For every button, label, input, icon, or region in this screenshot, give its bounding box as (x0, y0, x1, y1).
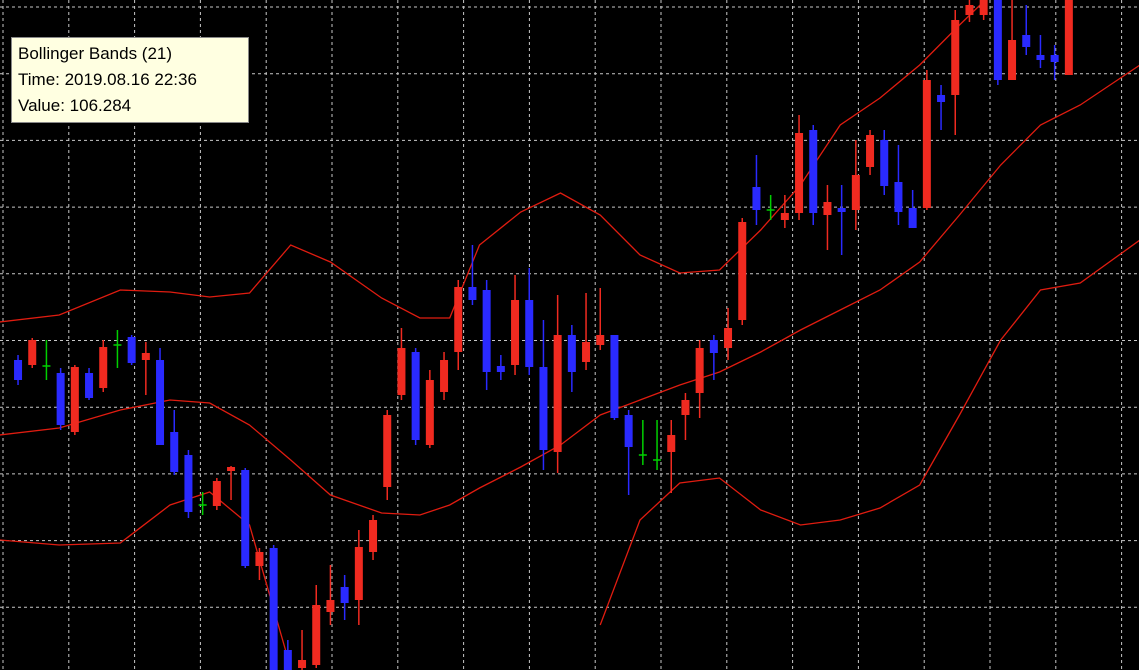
candle-body (227, 467, 236, 471)
candle-body (354, 547, 363, 600)
candle-body (468, 287, 477, 300)
candle-body (312, 605, 321, 665)
candle-body (454, 287, 463, 352)
tooltip-time: Time: 2019.08.16 22:36 (18, 70, 197, 89)
candle-body (823, 202, 832, 215)
candle-body (326, 600, 335, 612)
candle-body (70, 367, 79, 432)
bollinger-band (0, 0, 987, 323)
candle-body (979, 0, 988, 15)
tooltip-value: Value: 106.284 (18, 96, 132, 115)
candle-body (809, 130, 818, 213)
candle-body (283, 650, 292, 670)
candle-body (993, 0, 1002, 80)
candle-body (908, 208, 917, 228)
candle-body (1022, 35, 1031, 47)
candle-body (709, 340, 718, 353)
candle-body (610, 335, 619, 418)
candle-body (127, 337, 136, 363)
candle-body (340, 587, 349, 603)
candle-body (85, 373, 94, 398)
candle-body (156, 360, 165, 445)
candle-body (298, 660, 307, 668)
candle-body (866, 135, 875, 167)
candle-body (582, 342, 591, 362)
candle-body (269, 548, 278, 670)
bollinger-band (0, 239, 1139, 669)
candle-body (681, 400, 690, 415)
candle-body (695, 348, 704, 393)
candle-body (1050, 55, 1059, 62)
candle-body (738, 222, 747, 320)
candle-body (170, 432, 179, 472)
candle-body (1008, 40, 1017, 80)
tooltip-title: Bollinger Bands (21) (18, 44, 173, 63)
candle-body (184, 455, 193, 512)
candle-body (425, 380, 434, 445)
candle-body (795, 133, 804, 213)
candle-body (539, 367, 548, 450)
candle-body (724, 328, 733, 348)
candle-body (937, 95, 946, 102)
candle-body (851, 175, 860, 210)
candle-body (894, 182, 903, 212)
candle-body (141, 353, 150, 360)
candle-body (99, 347, 108, 388)
candle-body (1064, 0, 1073, 75)
candle-body (397, 348, 406, 395)
candle-body (212, 481, 221, 506)
tooltip: Bollinger Bands (21) Time: 2019.08.16 22… (11, 37, 249, 123)
candle-body (1036, 55, 1045, 60)
candle-body (780, 213, 789, 220)
candle-body (667, 435, 676, 452)
candle-body (951, 20, 960, 95)
candle-body (440, 360, 449, 392)
candle-body (56, 373, 65, 425)
bollinger-band (0, 64, 1139, 516)
candle-body (255, 552, 264, 566)
candle-body (14, 360, 23, 380)
candle-body (553, 335, 562, 452)
candle-body (880, 140, 889, 186)
candle-body (965, 5, 974, 15)
candle-body (496, 366, 505, 372)
candle-body (837, 208, 846, 212)
candle-body (525, 300, 534, 367)
candle-body (511, 300, 520, 365)
candle-body (383, 415, 392, 487)
candle-body (922, 80, 931, 208)
candle-body (567, 335, 576, 372)
candle-body (241, 470, 250, 566)
candle-body (596, 335, 605, 345)
candle-body (411, 352, 420, 440)
candle-body (752, 187, 761, 210)
candle-body (624, 415, 633, 447)
candle-body (369, 520, 378, 552)
candle-body (482, 290, 491, 372)
candle-body (28, 340, 37, 365)
